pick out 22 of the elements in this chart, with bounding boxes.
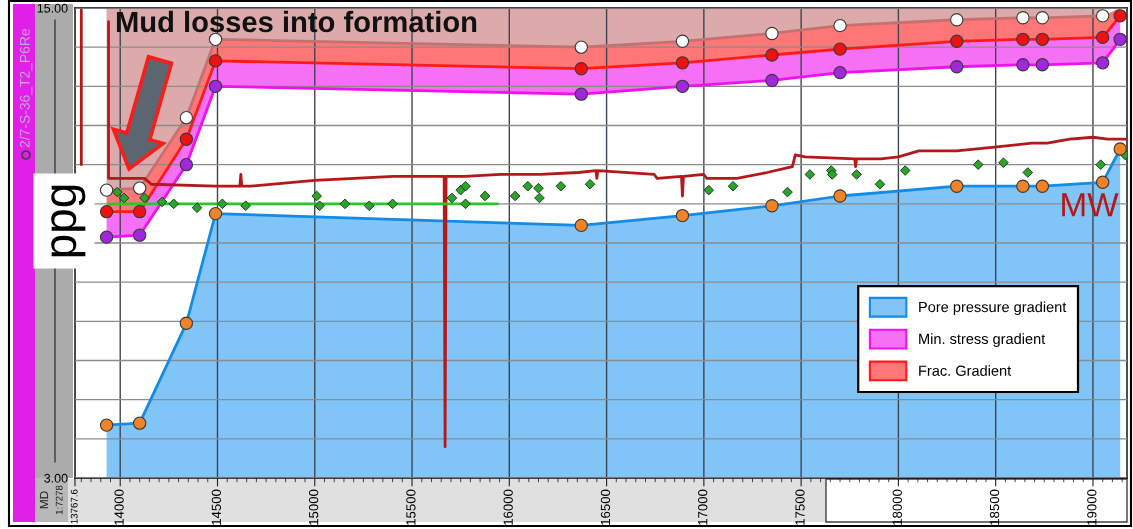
x-tick-label: 18500 — [989, 489, 1000, 525]
x-tick-label: 13767.6 — [70, 489, 78, 524]
y-tick-label: 15.00 — [37, 3, 68, 13]
y-tick-label: 3.00 — [44, 473, 68, 483]
x-tick-label: 14500 — [211, 489, 222, 525]
x-tick-label: 15000 — [308, 489, 319, 525]
text: MD — [39, 491, 49, 509]
x-tick-label: 17000 — [698, 489, 708, 525]
text: 2/7-S-36_T2_P6Re — [19, 28, 33, 148]
x-tick-label: 18000 — [892, 489, 902, 525]
x-tick-label: 16000 — [503, 489, 513, 525]
x-tick-label: 16500 — [600, 489, 611, 525]
legend-label: Pore pressure gradient — [919, 301, 1067, 316]
y-axis-title: ppg — [51, 185, 86, 257]
x-tick-label: 15500 — [406, 489, 416, 525]
x-tick-label: 19000 — [1087, 489, 1097, 525]
legend-label: Frac. Gradient — [919, 365, 1012, 376]
x-tick-label: 17500 — [795, 489, 805, 525]
legend-label: Min. stress gradient — [919, 333, 1046, 347]
series-label: MW — [1062, 193, 1119, 217]
x-tick-label: 14000 — [114, 489, 124, 525]
text: 1:7278 — [55, 485, 63, 515]
